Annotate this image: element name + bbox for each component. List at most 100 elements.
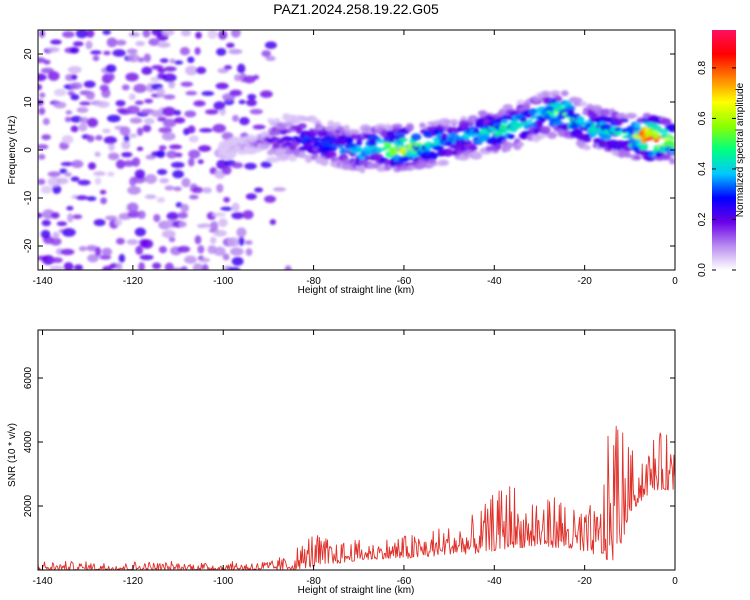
spectrogram-y-ticks: -20 -10 0 10 20	[23, 48, 675, 253]
spectrogram-cell	[172, 170, 184, 179]
spectrogram-cell	[142, 124, 152, 133]
spectrogram-cell	[169, 58, 176, 64]
spectrogram-cell	[192, 186, 204, 194]
tick-label: 10	[23, 96, 34, 108]
spectrogram-cell	[75, 30, 89, 39]
spectrogram-cell	[260, 161, 272, 168]
spectrogram-cell	[127, 202, 139, 213]
spectrogram-cell	[616, 132, 622, 136]
spectrogram-cell	[52, 184, 62, 194]
spectrogram-cell	[143, 53, 151, 63]
spectrogram-cell	[464, 137, 470, 141]
spectrogram-cell	[188, 135, 199, 143]
snr-frame	[37, 329, 676, 571]
tick-label: -80	[306, 576, 321, 587]
tick-label: -140	[33, 576, 53, 587]
spectrogram-cell	[553, 101, 563, 107]
spectrogram-cell	[391, 147, 397, 151]
tick-label: -20	[577, 576, 592, 587]
spectrogram-cell	[210, 221, 219, 231]
spectrogram-cell	[232, 114, 239, 122]
spectrogram-cell	[126, 48, 138, 55]
spectrogram-cell	[166, 211, 179, 221]
spectrogram-cell	[288, 154, 298, 162]
spectrogram-cell	[223, 196, 231, 203]
spectrogram-cell	[144, 98, 154, 104]
spectrogram-cell	[108, 152, 120, 161]
spectrogram-cell	[104, 215, 118, 221]
spectrogram-cell	[356, 138, 363, 147]
spectrogram-cell	[121, 84, 130, 91]
spectrogram-cell	[136, 127, 144, 136]
spectrogram-cell	[79, 101, 91, 106]
spectrogram-cell	[143, 118, 155, 125]
spectrogram-cell	[85, 90, 96, 101]
spectrogram-cell	[209, 236, 217, 244]
tick-label: -120	[123, 576, 143, 587]
spectrogram-cell	[38, 153, 46, 160]
tick-label: 0	[672, 276, 678, 287]
spectrogram-cell	[86, 117, 98, 128]
spectrogram-cell	[554, 95, 563, 103]
spectrogram-cell	[64, 116, 72, 123]
spectrogram-cell	[60, 161, 75, 167]
spectrogram-cell	[108, 141, 115, 152]
spectrogram-cell	[471, 150, 481, 159]
spectrogram-cell	[236, 227, 247, 238]
snr-y-axis-label: SNR (10 * v/v)	[7, 423, 18, 487]
spectrogram-cell	[261, 50, 272, 58]
spectrogram-cell	[129, 133, 138, 139]
spectrogram-cell	[170, 161, 185, 169]
spectrogram-cell	[115, 39, 127, 46]
spectrogram-cell	[158, 246, 167, 254]
spectrogram-cell	[352, 129, 360, 135]
spectrogram-cell	[159, 177, 170, 184]
spectrogram-cell	[138, 57, 145, 63]
spectrogram-cell	[164, 185, 175, 191]
spectrogram-cell	[180, 266, 188, 270]
spectrogram-cell	[184, 255, 197, 264]
spectrogram-cell	[189, 194, 199, 200]
spectrogram-cell	[207, 30, 218, 40]
spectrogram-cell	[285, 120, 294, 128]
spectrogram-cell	[127, 185, 141, 195]
spectrogram-cell	[162, 73, 177, 83]
spectrogram-cell	[483, 131, 489, 136]
spectrogram-cell	[140, 239, 154, 249]
spectrogram-cell	[245, 99, 257, 107]
snr-x-ticks: -140 -120 -100 -80 -60 -40 -20 0	[33, 330, 678, 587]
spectrogram-cell	[179, 221, 187, 228]
spectrogram-cell	[173, 186, 182, 192]
spectrogram-cell	[237, 63, 246, 74]
spectrogram-cell	[121, 151, 133, 158]
spectrogram-cell	[273, 187, 287, 192]
spectrogram-cells	[38, 30, 675, 270]
spectrogram-cell	[195, 31, 202, 39]
spectrogram-cell	[53, 88, 67, 97]
spectrogram-cell	[47, 71, 60, 81]
spectrogram-cell	[197, 159, 204, 165]
spectrogram-cell	[252, 124, 266, 130]
spectrogram-cell	[267, 156, 280, 163]
spectrogram-cell	[223, 65, 232, 70]
spectrogram-cell	[614, 118, 623, 126]
spectrogram-cell	[265, 55, 276, 61]
spectrogram-cell	[264, 41, 277, 50]
spectrogram-cell	[416, 142, 422, 146]
spectrogram-cell	[56, 177, 69, 185]
spectrogram-cell	[669, 136, 675, 140]
spectrogram-cell	[524, 121, 530, 126]
spectrogram-cell	[108, 73, 115, 81]
tick-label: -20	[577, 276, 592, 287]
spectrogram-cell	[197, 245, 205, 254]
spectrogram-cell	[99, 254, 112, 260]
spectrogram-cell	[129, 117, 143, 124]
spectrogram-cell	[180, 81, 194, 87]
spectrogram-cell	[179, 47, 190, 56]
spectrogram-cell	[103, 50, 111, 56]
spectrogram-cell	[199, 128, 213, 133]
spectrogram-cell	[41, 219, 51, 227]
spectrogram-cell	[502, 141, 514, 149]
spectrogram-cell	[468, 145, 478, 151]
